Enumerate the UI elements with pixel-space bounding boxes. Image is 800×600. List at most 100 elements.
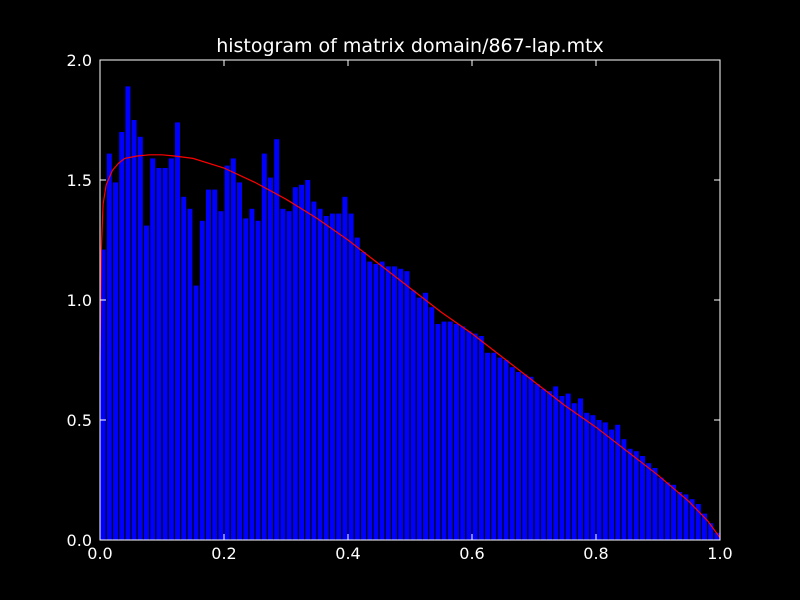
histogram-bar <box>367 261 373 540</box>
histogram-bar <box>410 290 416 540</box>
histogram-bar <box>652 468 658 540</box>
histogram-bar <box>268 177 273 540</box>
histogram-bar <box>466 331 472 540</box>
density-curve <box>99 154 721 538</box>
histogram-bar <box>671 484 676 540</box>
histogram-bar <box>100 249 106 540</box>
histogram-bar <box>516 372 521 540</box>
chart-title: histogram of matrix domain/867-lap.mtx <box>216 35 604 57</box>
histogram-bar <box>509 367 515 540</box>
histogram-bar <box>695 504 701 540</box>
histogram-bar <box>404 271 410 540</box>
histogram-bar <box>206 189 211 540</box>
histogram-bar <box>683 494 689 540</box>
histogram-bar <box>565 393 571 540</box>
histogram-bar <box>361 252 366 540</box>
histogram-bar <box>677 492 683 540</box>
x-tick-label: 0.0 <box>87 544 112 563</box>
histogram-bar <box>193 285 199 540</box>
histogram-bar <box>336 213 342 540</box>
histogram-bar <box>528 376 534 540</box>
histogram-bar <box>534 384 540 540</box>
histogram-bar <box>261 153 267 540</box>
histogram-bar <box>708 523 714 540</box>
x-tick-label: 0.8 <box>583 544 608 563</box>
histogram-bar <box>286 211 292 540</box>
histogram-bar <box>689 499 695 540</box>
histogram-bar <box>447 321 453 540</box>
y-tick-label: 1.0 <box>67 291 92 310</box>
histogram-bar <box>224 165 230 540</box>
plot-axes: 0.0 0.2 0.4 0.6 0.8 1.0 0.0 0.5 1.0 1.5 2.0 <box>67 51 733 563</box>
histogram-bar <box>590 415 596 540</box>
histogram-bar <box>398 268 404 540</box>
histogram-bar <box>640 456 645 540</box>
histogram-bar <box>311 201 317 540</box>
histogram-bar <box>416 297 422 540</box>
y-tick-label: 1.5 <box>67 171 92 190</box>
histogram-bar <box>702 513 707 540</box>
histogram-bar <box>373 264 379 540</box>
histogram-bar <box>385 266 391 540</box>
histogram-bar <box>627 448 633 540</box>
histogram-bar <box>137 136 143 541</box>
histogram-bar <box>181 196 187 541</box>
histogram-bar <box>485 352 490 540</box>
histogram-bar <box>187 208 193 541</box>
histogram-bar <box>441 321 447 540</box>
histogram-bar <box>119 132 125 540</box>
y-tick-label: 0.0 <box>67 531 92 550</box>
histogram-bar <box>305 180 311 540</box>
histogram-bar <box>454 324 459 540</box>
histogram-bar <box>379 261 385 540</box>
histogram-bar <box>578 398 583 540</box>
histogram-bar <box>237 182 242 540</box>
histogram-bar <box>646 463 652 540</box>
density-curve-group <box>99 154 721 538</box>
histogram-bar <box>354 237 360 540</box>
histogram-bar <box>280 208 286 541</box>
histogram-bar <box>144 225 149 540</box>
histogram-bar <box>317 208 323 541</box>
x-tick-label: 0.2 <box>211 544 236 563</box>
histogram-bars <box>100 86 720 541</box>
histogram-bar <box>435 324 441 540</box>
histogram-bar <box>547 391 552 540</box>
histogram-bar <box>658 477 664 540</box>
histogram-bar <box>633 451 639 540</box>
histogram-bar <box>559 396 565 540</box>
histogram-bar <box>423 292 428 540</box>
histogram-bar <box>125 86 131 541</box>
histogram-bar <box>348 213 354 540</box>
histogram-bar <box>497 357 503 540</box>
histogram-bar <box>168 158 174 540</box>
histogram-bar <box>175 122 180 541</box>
histogram-bar <box>596 420 602 540</box>
histogram-bar <box>571 403 577 540</box>
histogram-bar <box>342 196 348 541</box>
x-tick-label: 0.4 <box>335 544 360 563</box>
histogram-bar <box>230 158 236 540</box>
histogram-bar <box>503 360 509 540</box>
histogram-bar <box>292 187 298 540</box>
x-tick-label: 0.6 <box>459 544 484 563</box>
histogram-bar <box>150 158 156 540</box>
histogram-bar <box>131 120 137 540</box>
histogram-bar <box>113 182 118 540</box>
histogram-bar <box>491 352 497 540</box>
histogram-bar <box>323 216 329 540</box>
histogram-bar <box>199 220 205 541</box>
histogram-bar <box>472 333 478 540</box>
histogram-bar <box>553 386 559 540</box>
histogram-bar <box>478 336 484 540</box>
histogram-bar <box>522 374 528 540</box>
histogram-bar <box>162 168 168 540</box>
x-tick-label: 1.0 <box>707 544 732 563</box>
histogram-bar <box>429 307 435 540</box>
histogram-bar <box>714 532 720 540</box>
histogram-bar <box>621 439 627 540</box>
histogram-bar <box>274 139 280 540</box>
histogram-bar <box>218 211 224 540</box>
y-tick-label: 0.5 <box>67 411 92 430</box>
